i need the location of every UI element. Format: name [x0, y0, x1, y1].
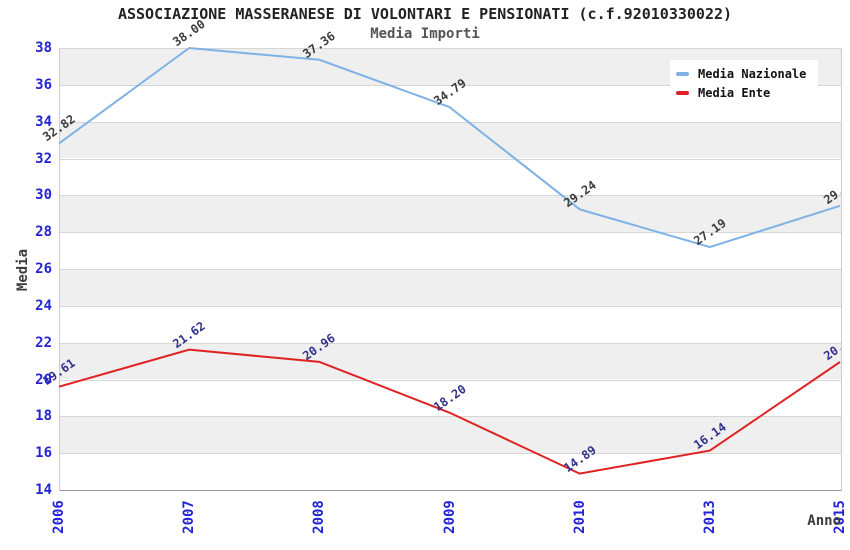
legend-label: Media Nazionale	[698, 66, 807, 81]
y-tick-label: 14	[35, 482, 52, 498]
plot-band	[60, 158, 841, 196]
plot-band	[60, 269, 841, 306]
gridline	[60, 269, 841, 270]
gridline	[60, 416, 841, 418]
gridline	[60, 158, 841, 160]
chart-title: ASSOCIAZIONE MASSERANESE DI VOLONTARI E …	[117, 5, 733, 23]
gridline	[60, 453, 841, 455]
plot-band	[60, 379, 841, 417]
gridline	[60, 84, 841, 86]
chart-subtitle: Media Importi	[370, 26, 480, 42]
x-tick-label: 2006	[51, 500, 67, 534]
y-tick-label: 38	[35, 40, 52, 56]
gridline	[60, 48, 841, 49]
legend-swatch-blue-line-icon	[676, 71, 689, 76]
legend-item-media-nazionale: Media Nazionale	[676, 64, 818, 83]
gridline	[60, 121, 841, 123]
y-tick-label: 26	[35, 261, 52, 277]
plot-band	[60, 232, 841, 269]
series-lines	[58, 46, 841, 475]
legend-swatch-red-line-icon	[676, 90, 689, 95]
gridline	[60, 232, 841, 234]
y-tick-label: 24	[35, 297, 52, 314]
plot-band	[60, 416, 841, 454]
gridline	[60, 379, 841, 381]
y-tick-label: 34	[35, 113, 52, 130]
y-tick-label: 36	[35, 76, 52, 93]
plot-band	[60, 453, 841, 490]
y-tick-label: 16	[35, 445, 52, 462]
plot-band	[60, 195, 841, 233]
x-tick-label: 2007	[181, 500, 198, 534]
plot-area	[59, 48, 842, 491]
y-axis-title: Media	[15, 248, 31, 292]
y-tick-label: 18	[35, 408, 52, 425]
x-tick-label: 2010	[571, 500, 588, 534]
series-line-media-ente	[58, 348, 841, 475]
y-tick-label: 32	[35, 150, 52, 167]
y-tick-label: 28	[35, 224, 52, 241]
y-tick-label: 30	[35, 187, 52, 204]
series-line-media-nazionale	[58, 46, 841, 249]
legend: Media Nazionale Media Ente	[670, 60, 818, 104]
y-tick-label: 20	[35, 371, 52, 388]
legend-item-media-ente: Media Ente	[676, 83, 818, 102]
y-tick-label: 22	[35, 334, 52, 351]
gridline	[60, 342, 841, 344]
gridline	[60, 195, 841, 197]
gridline	[60, 305, 841, 307]
x-tick-label: 2013	[701, 500, 718, 534]
plot-band	[60, 121, 841, 159]
plot-band	[60, 305, 841, 343]
x-tick-label: 2009	[441, 500, 458, 534]
legend-label: Media Ente	[698, 85, 771, 100]
x-tick-label: 2008	[311, 500, 328, 534]
x-axis-title: Anno	[807, 513, 841, 529]
